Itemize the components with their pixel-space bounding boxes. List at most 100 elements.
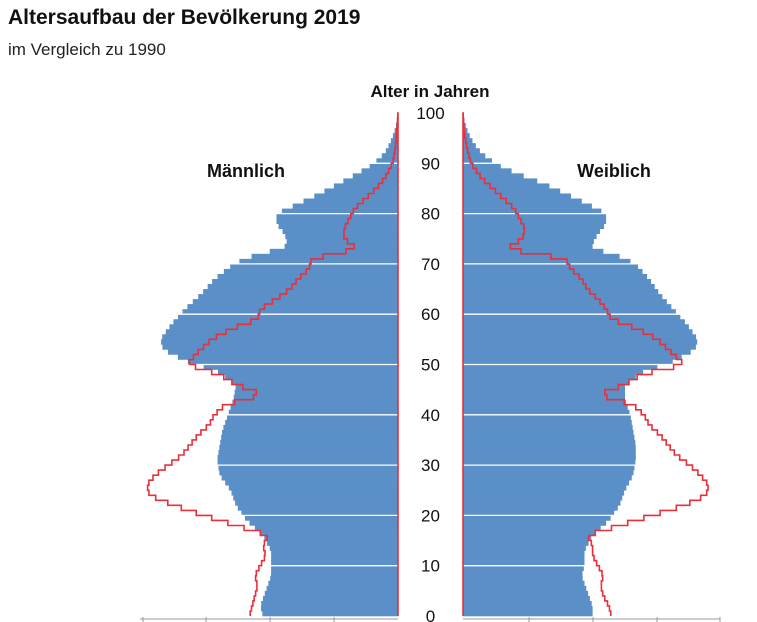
male-bar xyxy=(381,153,398,159)
female-bar xyxy=(463,490,625,496)
male-bar xyxy=(260,605,398,612)
male-bar xyxy=(221,434,398,441)
female-bar xyxy=(463,530,596,536)
male-bar xyxy=(276,213,398,219)
male-bar xyxy=(268,580,398,587)
female-bar xyxy=(463,399,626,406)
male-bar xyxy=(225,419,398,426)
male-bar xyxy=(187,304,398,310)
male-bar xyxy=(388,143,398,149)
male-bar xyxy=(221,475,398,481)
female-bar xyxy=(463,429,634,436)
y-tick-label: 70 xyxy=(421,255,440,274)
male-bar xyxy=(162,344,398,350)
male-bar xyxy=(264,590,398,597)
female-bar xyxy=(463,505,618,511)
male-bar xyxy=(230,263,398,270)
male-bar xyxy=(173,319,398,325)
male-bar xyxy=(217,455,398,461)
female-bar xyxy=(463,389,625,395)
male-bar xyxy=(212,278,398,285)
male-bar xyxy=(271,565,398,572)
y-tick-label: 100 xyxy=(416,104,444,123)
female-bar xyxy=(463,213,607,219)
y-tick-label: 10 xyxy=(421,557,440,576)
y-tick-label: 20 xyxy=(421,506,440,525)
female-bar xyxy=(463,294,663,300)
female-bar xyxy=(463,289,659,295)
male-bar xyxy=(269,248,398,255)
male-bar xyxy=(223,268,398,275)
y-tick-label: 30 xyxy=(421,456,440,475)
female-bar xyxy=(463,148,480,154)
female-bar xyxy=(463,299,667,305)
female-bar xyxy=(463,570,583,577)
male-bar xyxy=(219,444,398,451)
female-bar xyxy=(463,128,468,134)
male-bar xyxy=(271,555,398,561)
female-bar xyxy=(463,580,585,587)
male-bar xyxy=(235,500,398,506)
female-bar xyxy=(463,188,561,194)
male-bar xyxy=(264,535,398,541)
female-bar xyxy=(463,133,470,139)
male-bar xyxy=(245,515,398,521)
male-bar xyxy=(217,460,398,466)
male-bar xyxy=(271,560,398,566)
male-bar xyxy=(182,309,398,315)
male-bar xyxy=(177,354,398,360)
male-bar xyxy=(281,208,398,214)
male-bar xyxy=(251,253,398,260)
male-bar xyxy=(260,530,398,536)
male-bar xyxy=(220,439,398,446)
female-bar xyxy=(463,243,593,250)
female-bar xyxy=(463,600,592,607)
male-bar xyxy=(390,138,398,144)
male-bar xyxy=(187,359,398,365)
male-bar xyxy=(225,374,398,380)
female-bar xyxy=(463,535,592,541)
female-bar xyxy=(463,525,601,531)
gridlines xyxy=(118,112,743,567)
male-bar xyxy=(278,223,398,229)
male-bar xyxy=(218,369,398,375)
female-bar xyxy=(463,263,639,270)
female-bar xyxy=(463,319,685,325)
male-bar xyxy=(219,470,398,476)
female-bar xyxy=(463,143,476,149)
female-bar xyxy=(463,590,589,597)
male-bar xyxy=(267,540,398,546)
male-bar xyxy=(192,299,398,305)
female-bar xyxy=(463,364,658,370)
male-bar xyxy=(239,258,398,265)
female-bar xyxy=(463,193,571,199)
male-bar xyxy=(198,294,398,300)
female-bar xyxy=(463,419,632,426)
female-bar xyxy=(463,183,550,189)
y-tick-label: 90 xyxy=(421,154,440,173)
male-bar xyxy=(203,364,398,370)
male-bar xyxy=(263,595,398,602)
y-tick-label: 0 xyxy=(426,607,435,622)
female-bar xyxy=(463,314,681,320)
female-bar xyxy=(463,168,512,174)
female-bar xyxy=(463,153,486,159)
female-bar xyxy=(463,565,584,572)
female-bar xyxy=(463,354,682,360)
female-bar xyxy=(463,444,636,451)
female-bar xyxy=(463,138,473,144)
male-bar xyxy=(228,409,398,416)
male-bar xyxy=(241,510,398,516)
y-axis-label: Alter in Jahren xyxy=(370,82,489,101)
female-bar xyxy=(463,520,607,526)
male-bar xyxy=(292,203,398,209)
y-tick-label: 40 xyxy=(421,406,440,425)
female-bar xyxy=(463,253,620,260)
female-bar xyxy=(463,439,636,446)
male-bar xyxy=(231,490,398,496)
female-bar xyxy=(463,218,607,224)
female-bar xyxy=(463,248,604,255)
female-bar xyxy=(463,595,590,602)
female-bar xyxy=(463,610,593,617)
male-bar xyxy=(270,575,398,582)
